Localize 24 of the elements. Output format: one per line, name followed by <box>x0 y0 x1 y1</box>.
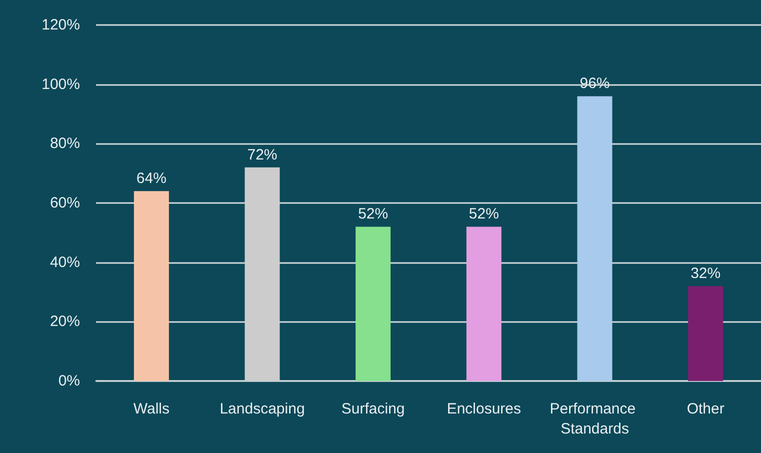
x-tick-label: Walls <box>133 400 170 418</box>
data-label: 64% <box>136 170 166 188</box>
data-label: 52% <box>468 206 499 223</box>
data-label: 32% <box>690 265 721 282</box>
x-tick-label: Other <box>686 400 724 418</box>
y-tick-label: 100% <box>42 76 80 93</box>
x-tick-label: Performance Standards <box>550 400 640 438</box>
x-tick-label: Surfacing <box>341 400 405 418</box>
bar <box>577 96 612 381</box>
y-tick-label: 120% <box>42 16 80 34</box>
y-tick-label: 40% <box>50 254 80 271</box>
x-tick-label: Landscaping <box>220 400 305 418</box>
bar <box>688 286 724 381</box>
data-label: 72% <box>247 146 278 164</box>
bar <box>134 191 169 381</box>
bar <box>244 167 280 381</box>
y-tick-label: 20% <box>50 313 80 330</box>
y-tick-label: 60% <box>50 194 80 212</box>
x-tick-label: Enclosures <box>446 400 522 418</box>
y-tick-label: 0% <box>58 372 80 390</box>
bar <box>466 226 502 381</box>
bar <box>356 226 391 381</box>
y-tick-label: 80% <box>50 135 80 152</box>
data-label: 52% <box>358 206 388 223</box>
